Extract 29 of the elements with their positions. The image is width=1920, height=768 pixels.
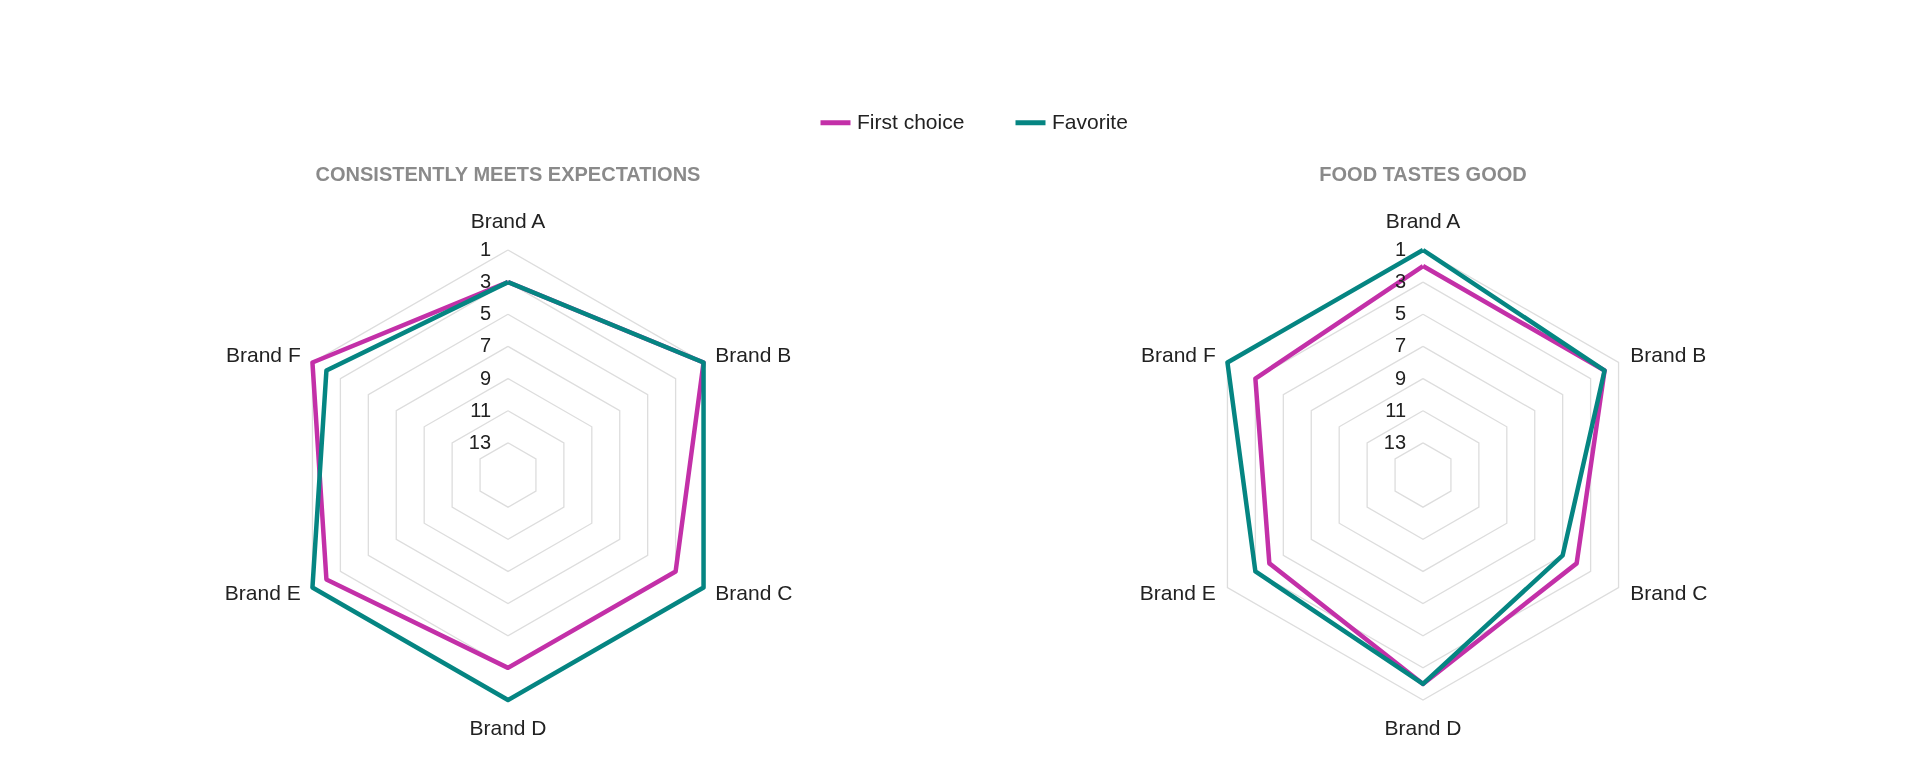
- spoke-label: Brand E: [1139, 581, 1216, 605]
- legend-label: Favorite: [1052, 109, 1128, 133]
- y-tick-label: 1: [479, 238, 492, 260]
- y-tick-label: 9: [1394, 366, 1407, 389]
- spoke-label: Brand B: [715, 342, 792, 366]
- spoke-label: Brand C: [715, 581, 793, 605]
- spoke-label: Brand A: [1385, 209, 1461, 232]
- spoke-label: Brand C: [1630, 581, 1708, 605]
- spoke-label: Brand A: [470, 209, 546, 232]
- y-tick-label: 11: [470, 398, 492, 421]
- y-tick-label: 5: [479, 302, 492, 325]
- y-tick-label: 9: [479, 366, 492, 389]
- spoke-label: Brand B: [1630, 342, 1707, 366]
- spoke-label: Brand E: [224, 581, 301, 605]
- y-tick-label: 1: [1394, 238, 1407, 260]
- y-tick-label: 7: [479, 334, 492, 357]
- y-tick-label: 11: [1385, 398, 1407, 421]
- y-tick-label: 7: [1394, 334, 1407, 357]
- text: CONSISTENTLY MEETS EXPECTATIONS: [315, 163, 701, 185]
- y-tick-label: 5: [1394, 302, 1407, 325]
- y-tick-label: 13: [468, 430, 492, 453]
- legend-label: First choice: [857, 109, 965, 133]
- spoke-label: Brand F: [1141, 342, 1216, 366]
- spoke-label: Brand D: [1384, 716, 1462, 739]
- spoke-label: Brand F: [226, 342, 301, 366]
- y-tick-label: 3: [479, 270, 492, 293]
- y-tick-label: 13: [1383, 430, 1407, 453]
- spoke-label: Brand D: [469, 716, 547, 739]
- chart-title: FOOD TASTES GOOD: [1319, 163, 1527, 185]
